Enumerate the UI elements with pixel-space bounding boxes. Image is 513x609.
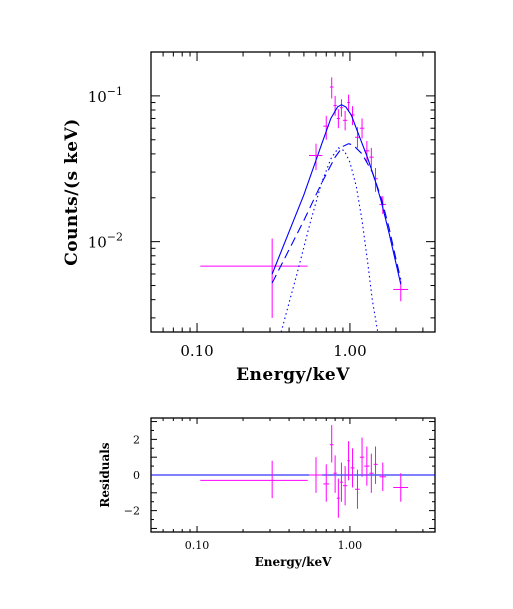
- data-point: [200, 460, 308, 499]
- y-axis-title: Residuals: [98, 442, 112, 507]
- data-point: [373, 446, 378, 484]
- data-point: [359, 437, 365, 477]
- axis-ticks: [150, 418, 435, 532]
- x-tick-label: 1.00: [333, 342, 366, 360]
- data-point: [342, 110, 348, 131]
- y-tick-label: 10−1: [88, 85, 123, 106]
- data-point: [369, 147, 374, 169]
- data-series: [200, 425, 409, 518]
- y-tick-mantissa: 10: [88, 234, 107, 252]
- data-point: [393, 473, 409, 502]
- data-point: [339, 99, 343, 117]
- data-point: [359, 118, 365, 139]
- data-point: [364, 446, 370, 486]
- data-point: [342, 466, 348, 506]
- y-tick-label: 2: [133, 433, 140, 446]
- x-tick-label: 1.00: [338, 539, 363, 552]
- data-point: [350, 448, 355, 488]
- x-tick-label: 0.10: [180, 342, 213, 360]
- data-point: [329, 77, 334, 99]
- data-point: [336, 478, 340, 518]
- data-point: [379, 462, 386, 492]
- model-component-dotted: [280, 147, 379, 333]
- data-point: [309, 143, 323, 171]
- data-point: [347, 441, 350, 481]
- model-component-dashed: [271, 143, 402, 284]
- x-axis-title: Energy/keV: [255, 555, 333, 569]
- y-tick-exponent: −2: [107, 231, 123, 244]
- model-total-line: [271, 104, 402, 285]
- y-tick-label: 10−2: [88, 231, 123, 252]
- residuals-panel: 0.10 1.00 2 0 −2 Energy/keV Residuals: [98, 417, 436, 569]
- data-point: [339, 462, 343, 502]
- y-tick-label: 0: [133, 469, 140, 482]
- y-tick-exponent: −1: [107, 85, 123, 98]
- data-point: [323, 464, 330, 502]
- y-tick-mantissa: 10: [88, 88, 107, 106]
- x-tick-label: 0.10: [185, 539, 210, 552]
- data-point: [355, 469, 360, 509]
- data-point: [329, 425, 334, 463]
- plot-frame: [150, 51, 436, 333]
- data-point: [333, 455, 337, 493]
- data-point: [333, 95, 337, 116]
- data-point: [200, 238, 308, 318]
- data-point: [347, 94, 350, 112]
- data-point: [336, 109, 340, 129]
- data-series: [200, 77, 409, 318]
- axis-ticks: [150, 51, 435, 332]
- y-tick-label: −2: [124, 505, 140, 518]
- data-point: [309, 457, 323, 493]
- y-axis-title: Counts/(s keV): [62, 118, 82, 266]
- data-point: [369, 453, 374, 493]
- x-axis-title: Energy/keV: [236, 365, 350, 385]
